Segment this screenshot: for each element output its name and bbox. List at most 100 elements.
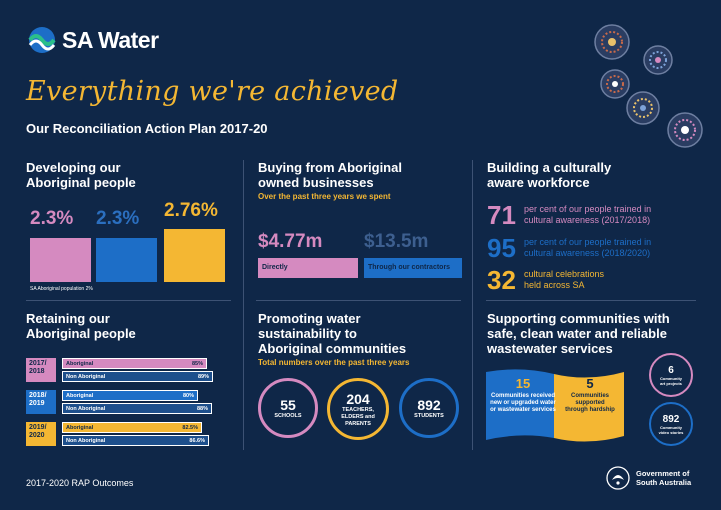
row-divider [486, 300, 696, 301]
aboriginal-retention-bar: Aboriginal 80% [62, 390, 198, 401]
section-title-workforce: Building a culturally aware workforce [487, 160, 611, 190]
government-crest-icon [606, 466, 630, 490]
develop-value-2: 2.3% [96, 208, 140, 229]
banner-shapes [486, 369, 624, 442]
section-title-supporting: Supporting communities with safe, clean … [487, 311, 670, 356]
title-line: Buying from Aboriginal [258, 160, 402, 175]
title-line: wastewater services [487, 341, 613, 356]
box-label: Communities supported through hardship [565, 393, 615, 413]
non-aboriginal-retention-bar: Non Aboriginal 88% [62, 403, 212, 414]
column-divider [243, 160, 244, 450]
gov-line: Government of [636, 469, 690, 478]
aboriginal-retention-bar: Aboriginal 85% [62, 358, 207, 369]
section-title-developing: Developing our Aboriginal people [26, 160, 136, 190]
workforce-stat-number: 71 [487, 200, 516, 230]
students-circle: 892 STUDENTS [399, 378, 459, 438]
dot-art-circle-icon [667, 112, 703, 148]
section-title-buying: Buying from Aboriginal owned businesses [258, 160, 402, 190]
government-logo: Government of South Australia [606, 465, 691, 491]
section-title-retain: Retaining our Aboriginal people [26, 311, 136, 341]
video-stories-circle: 892 Community video stories [649, 402, 693, 446]
art-projects-circle: 6 Community art projects [649, 353, 693, 397]
section-title-promoting: Promoting water sustainability to Aborig… [258, 311, 406, 356]
develop-value-3: 2.76% [164, 200, 218, 221]
non-aboriginal-retention-bar: Non Aboriginal 89% [62, 371, 213, 382]
government-name: Government of South Australia [636, 469, 691, 487]
page-subtitle: Our Reconciliation Action Plan 2017-20 [26, 121, 268, 136]
title-line: Aboriginal people [26, 326, 136, 341]
bar-label: Non Aboriginal [66, 437, 106, 444]
workforce-stat-text: per cent of our people trained in cultur… [524, 237, 651, 259]
direct-label: Directly [258, 258, 358, 278]
workforce-stat-text: cultural celebrations held across SA [524, 269, 604, 291]
bar-label: Aboriginal [66, 360, 94, 367]
circle-label: SCHOOLS [274, 412, 302, 419]
develop-bar-1 [30, 238, 91, 282]
title-line: Aboriginal people [26, 175, 136, 190]
population-note: SA Aboriginal population 2% [30, 286, 93, 292]
bar-label: Aboriginal [66, 392, 94, 399]
circle-number: 892 [417, 396, 441, 413]
stat-line: cultural awareness (2017/2018) [524, 215, 651, 225]
aboriginal-retention-bar: Aboriginal 82.5% [62, 422, 202, 433]
develop-bar-2 [96, 238, 157, 282]
develop-value-1: 2.3% [30, 208, 74, 229]
circle-label: Community video stories [658, 424, 684, 435]
workforce-stat-number: 32 [487, 265, 516, 295]
dot-art-decoration [594, 24, 703, 148]
bar-value: 88% [196, 405, 208, 412]
circle-number: 892 [662, 413, 680, 425]
bar-value: 82.5% [182, 424, 198, 431]
title-line: sustainability to [258, 326, 357, 341]
title-line: Retaining our [26, 311, 110, 326]
title-line: owned businesses [258, 175, 374, 190]
brand-name: SA Water [62, 26, 159, 53]
direct-value: $4.77m [258, 231, 323, 252]
contractor-label: Through our contractors [364, 258, 462, 278]
column-divider [472, 160, 473, 450]
row-divider [26, 300, 231, 301]
box-label: Communities received new or upgraded wat… [490, 393, 556, 413]
dot-art-circle-icon [643, 45, 673, 75]
row-divider [256, 300, 461, 301]
communities-hardship-box: 5 Communities supported through hardship [558, 376, 622, 414]
workforce-stat-number: 95 [487, 233, 516, 263]
circle-number: 55 [280, 396, 296, 413]
bar-label: Non Aboriginal [66, 373, 106, 380]
year-label: 2017/ 2018 [26, 358, 56, 382]
footer-text: 2017-2020 RAP Outcomes [26, 478, 134, 488]
circle-label: Community art projects [660, 375, 682, 386]
box-number: 5 [586, 376, 594, 391]
communities-upgraded-box: 15 Communities received new or upgraded … [490, 376, 556, 414]
stat-line: held across SA [524, 280, 585, 290]
contractor-value: $13.5m [364, 231, 429, 252]
develop-bar-3 [164, 229, 225, 282]
bar-value: 80% [182, 392, 194, 399]
title-line: safe, clean water and reliable [487, 326, 667, 341]
title-line: aware workforce [487, 175, 590, 190]
schools-circle: 55 SCHOOLS [258, 378, 318, 438]
year-label: 2018/ 2019 [26, 390, 56, 414]
retention-chart: 2017/ 2018 Aboriginal 85% Non Aboriginal 89%… [26, 358, 231, 448]
promoting-subtitle: Total numbers over the past three years [258, 358, 410, 367]
bar-value: 86.6% [189, 437, 205, 444]
dot-art-circle-icon [626, 91, 660, 125]
stat-line: cultural celebrations [524, 269, 605, 279]
water-wave-icon [28, 27, 56, 53]
dot-art-circle-icon [594, 24, 630, 60]
title-line: Aboriginal communities [258, 341, 407, 356]
bar-value: 85% [191, 360, 203, 367]
headline: Everything we're achieved [26, 76, 399, 107]
teachers-circle: 204 TEACHERS, ELDERS and PARENTS [327, 378, 389, 440]
stat-line: per cent of our people trained in [524, 204, 652, 214]
title-line: Promoting water [258, 311, 361, 326]
circle-number: 204 [346, 390, 370, 407]
bar-label: Non Aboriginal [66, 405, 106, 412]
stat-line: cultural awareness (2018/2020) [524, 248, 651, 258]
title-line: Building a culturally [487, 160, 612, 175]
workforce-stat-text: per cent of our people trained in cultur… [524, 204, 651, 226]
circle-label: STUDENTS [414, 412, 444, 419]
circle-label: TEACHERS, ELDERS and PARENTS [341, 406, 375, 427]
bar-value: 89% [197, 373, 209, 380]
dot-art-circle-icon [600, 69, 630, 99]
